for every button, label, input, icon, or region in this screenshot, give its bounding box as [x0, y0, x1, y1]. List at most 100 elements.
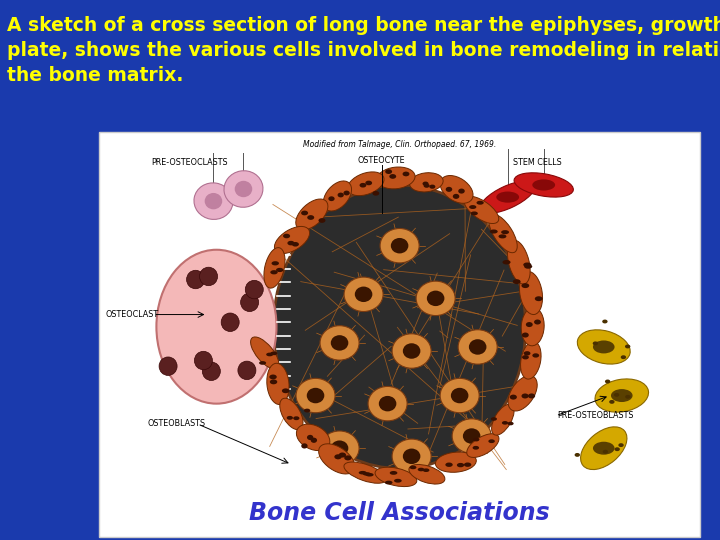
Ellipse shape — [440, 176, 473, 203]
Ellipse shape — [625, 395, 631, 399]
Ellipse shape — [451, 388, 469, 403]
Ellipse shape — [276, 268, 284, 272]
Ellipse shape — [266, 353, 273, 356]
Ellipse shape — [521, 308, 544, 346]
Ellipse shape — [267, 363, 289, 404]
Ellipse shape — [301, 211, 308, 215]
Text: OSTEOBLASTS: OSTEOBLASTS — [148, 420, 205, 428]
Ellipse shape — [323, 181, 351, 211]
Ellipse shape — [372, 191, 379, 195]
Ellipse shape — [410, 173, 443, 192]
Ellipse shape — [534, 320, 541, 325]
Ellipse shape — [532, 179, 555, 191]
Ellipse shape — [221, 313, 239, 332]
Ellipse shape — [297, 424, 330, 450]
Ellipse shape — [328, 197, 335, 201]
Ellipse shape — [270, 380, 277, 384]
Ellipse shape — [595, 379, 649, 412]
Ellipse shape — [496, 192, 519, 202]
Ellipse shape — [246, 280, 264, 299]
Ellipse shape — [580, 427, 627, 470]
Ellipse shape — [292, 242, 299, 247]
Ellipse shape — [363, 472, 371, 476]
Ellipse shape — [287, 241, 294, 245]
Ellipse shape — [391, 238, 408, 253]
Ellipse shape — [429, 185, 436, 189]
Ellipse shape — [293, 416, 300, 420]
Ellipse shape — [385, 481, 392, 484]
Ellipse shape — [271, 261, 279, 266]
Ellipse shape — [521, 283, 529, 288]
Ellipse shape — [344, 455, 351, 461]
Ellipse shape — [359, 471, 366, 475]
Ellipse shape — [614, 393, 619, 397]
Ellipse shape — [224, 171, 263, 207]
Ellipse shape — [287, 416, 293, 420]
Text: Modified from Talmage, Clin. Orthopaed. 67, 1969.: Modified from Talmage, Clin. Orthopaed. … — [303, 140, 496, 149]
Ellipse shape — [334, 454, 342, 460]
Ellipse shape — [359, 183, 366, 187]
Ellipse shape — [464, 462, 472, 467]
Ellipse shape — [523, 351, 531, 355]
Ellipse shape — [577, 330, 630, 364]
Ellipse shape — [423, 181, 428, 186]
Text: Bone Cell Associations: Bone Cell Associations — [249, 501, 550, 525]
Ellipse shape — [603, 450, 608, 454]
Ellipse shape — [463, 428, 480, 444]
Ellipse shape — [368, 387, 407, 421]
Ellipse shape — [402, 343, 420, 359]
Ellipse shape — [621, 355, 626, 359]
Ellipse shape — [379, 396, 397, 411]
Ellipse shape — [467, 434, 499, 457]
Ellipse shape — [522, 355, 529, 360]
Ellipse shape — [528, 394, 535, 399]
Ellipse shape — [609, 400, 615, 404]
Ellipse shape — [490, 230, 498, 234]
Ellipse shape — [605, 380, 611, 383]
Ellipse shape — [464, 197, 499, 224]
Ellipse shape — [593, 442, 615, 455]
Ellipse shape — [477, 201, 484, 205]
Ellipse shape — [202, 362, 220, 381]
Ellipse shape — [526, 322, 533, 327]
Ellipse shape — [440, 379, 480, 413]
Ellipse shape — [186, 271, 204, 289]
Bar — [99, 132, 700, 537]
Ellipse shape — [523, 262, 531, 267]
Ellipse shape — [501, 230, 509, 234]
Text: PRE-OSTEOCLASTS: PRE-OSTEOCLASTS — [151, 158, 228, 167]
Ellipse shape — [402, 172, 410, 177]
Ellipse shape — [508, 376, 537, 411]
Ellipse shape — [319, 444, 355, 474]
Ellipse shape — [473, 437, 480, 441]
Ellipse shape — [520, 272, 543, 314]
Ellipse shape — [385, 169, 392, 174]
Ellipse shape — [521, 394, 528, 399]
Ellipse shape — [159, 357, 177, 375]
Ellipse shape — [513, 279, 521, 284]
Ellipse shape — [502, 421, 508, 424]
Ellipse shape — [251, 337, 279, 369]
Ellipse shape — [593, 341, 598, 345]
Ellipse shape — [416, 281, 455, 315]
Ellipse shape — [283, 234, 290, 238]
Ellipse shape — [390, 174, 396, 179]
Text: STEM CELLS: STEM CELLS — [513, 158, 562, 167]
Ellipse shape — [625, 345, 631, 348]
Ellipse shape — [532, 353, 539, 357]
Ellipse shape — [282, 388, 289, 393]
Ellipse shape — [330, 441, 348, 456]
Ellipse shape — [521, 342, 541, 379]
Ellipse shape — [270, 352, 277, 355]
Ellipse shape — [472, 446, 479, 450]
Ellipse shape — [508, 422, 513, 426]
Ellipse shape — [259, 361, 266, 365]
Ellipse shape — [452, 419, 491, 453]
Ellipse shape — [375, 467, 417, 487]
Ellipse shape — [618, 443, 624, 447]
Text: A sketch of a cross section of long bone near the epiphyses, growth
plate, shows: A sketch of a cross section of long bone… — [7, 16, 720, 85]
Ellipse shape — [307, 435, 313, 440]
Ellipse shape — [330, 335, 348, 350]
Ellipse shape — [410, 465, 416, 469]
Ellipse shape — [409, 464, 445, 484]
